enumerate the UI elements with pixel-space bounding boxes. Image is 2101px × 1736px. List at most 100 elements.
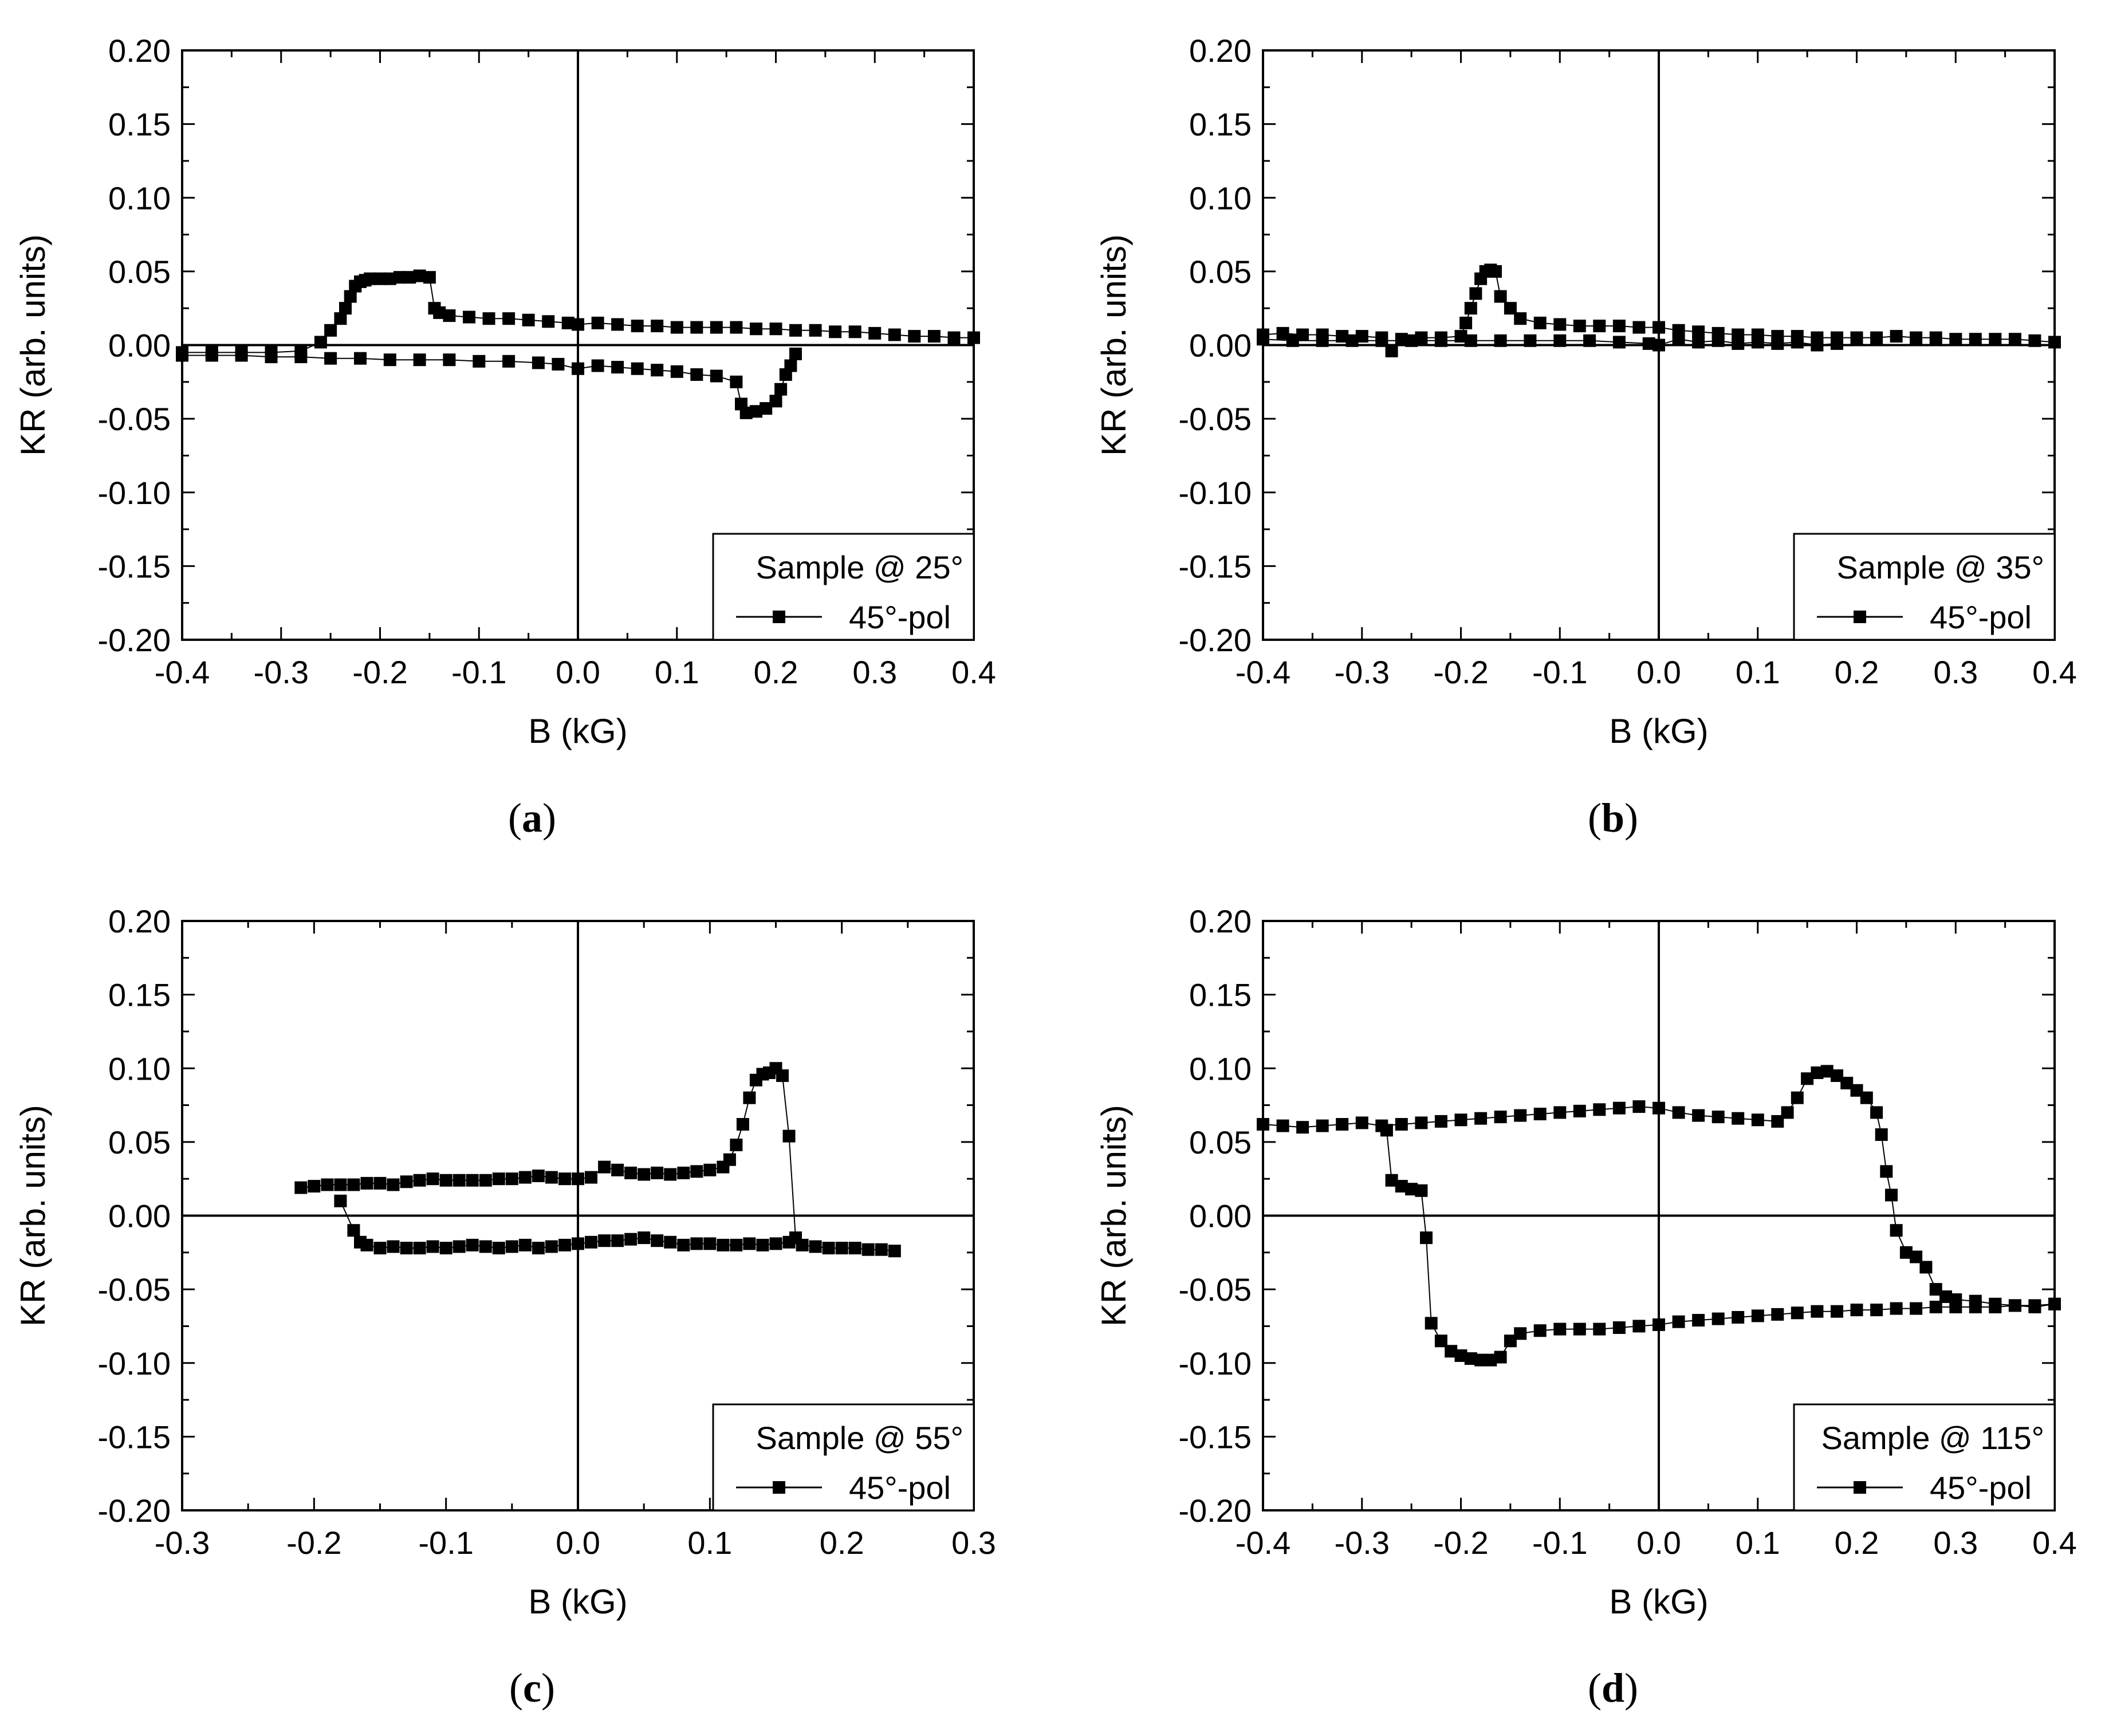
data-point xyxy=(561,316,575,329)
data-point xyxy=(690,1165,703,1178)
data-point xyxy=(585,1235,597,1249)
y-axis-label: KR (arb. units) xyxy=(1095,1105,1133,1326)
y-tick-label: -0.15 xyxy=(97,1419,171,1455)
legend-title: Sample @ 25° xyxy=(756,549,963,585)
data-point xyxy=(347,1224,360,1237)
y-tick-label: 0.05 xyxy=(108,254,171,290)
y-tick-label: -0.10 xyxy=(1178,475,1252,511)
data-point xyxy=(664,1168,677,1181)
data-point xyxy=(205,349,218,362)
data-point xyxy=(2028,334,2041,347)
data-point xyxy=(651,320,664,333)
data-point xyxy=(558,1172,571,1186)
data-point xyxy=(492,1172,505,1186)
data-point xyxy=(1870,1106,1883,1119)
data-point xyxy=(710,321,723,334)
data-point xyxy=(1949,1301,1962,1313)
data-point xyxy=(334,312,347,325)
legend-entry: 45°-pol xyxy=(849,1470,951,1506)
data-point xyxy=(585,1171,597,1184)
data-point xyxy=(1494,1351,1507,1364)
data-point xyxy=(439,1242,453,1255)
data-point xyxy=(1612,320,1626,333)
data-point xyxy=(463,310,475,324)
data-point xyxy=(542,315,555,328)
data-point xyxy=(552,357,565,371)
y-tick-label: 0.05 xyxy=(1189,254,1252,290)
data-point xyxy=(1885,1188,1898,1202)
data-point xyxy=(638,1231,651,1245)
data-point xyxy=(1831,1305,1843,1318)
x-tick-label: -0.3 xyxy=(1335,1525,1390,1561)
data-point xyxy=(1929,1301,1942,1313)
data-point xyxy=(1573,1104,1586,1117)
data-point xyxy=(1553,334,1567,347)
data-point xyxy=(334,1194,347,1207)
y-tick-label: 0.20 xyxy=(1189,903,1252,939)
data-point xyxy=(1434,334,1447,347)
data-point xyxy=(1751,1309,1764,1322)
x-tick-label: -0.2 xyxy=(352,654,408,690)
data-point xyxy=(1989,1301,2002,1313)
caption-paren-close: ) xyxy=(1624,1665,1638,1711)
y-tick-label: -0.15 xyxy=(1178,1419,1252,1455)
data-point xyxy=(1593,1322,1606,1336)
data-point xyxy=(710,369,723,383)
data-point xyxy=(789,347,802,360)
legend-entry: 45°-pol xyxy=(1930,599,2032,635)
x-axis-label: B (kG) xyxy=(1609,1583,1708,1621)
data-point xyxy=(1385,1174,1398,1187)
x-tick-label: 0.2 xyxy=(1835,654,1879,690)
y-tick-label: -0.05 xyxy=(1178,1272,1252,1308)
data-point xyxy=(387,1178,400,1191)
data-point xyxy=(1573,320,1586,333)
x-tick-label: 0.1 xyxy=(687,1525,732,1561)
data-point xyxy=(690,368,703,381)
data-point xyxy=(1504,1335,1517,1348)
data-point xyxy=(760,402,773,415)
data-point xyxy=(723,1153,736,1166)
data-point xyxy=(1890,1302,1903,1315)
data-point xyxy=(730,321,743,334)
data-point xyxy=(1989,333,2002,346)
data-point xyxy=(1385,344,1398,357)
data-point xyxy=(453,1174,466,1187)
x-tick-label: 0.0 xyxy=(1636,654,1681,690)
caption-letter: a xyxy=(522,795,542,841)
data-point xyxy=(829,325,842,338)
data-point xyxy=(730,1139,743,1151)
data-point xyxy=(1692,1314,1705,1327)
caption-paren-open: ( xyxy=(509,1665,523,1711)
data-point xyxy=(572,318,584,331)
data-point xyxy=(344,290,357,303)
data-point xyxy=(1831,1069,1843,1082)
legend-title: Sample @ 35° xyxy=(1836,549,2044,585)
data-point xyxy=(1405,1183,1418,1196)
y-tick-label: 0.00 xyxy=(1189,1198,1252,1234)
chart-panel-b: -0.4 -0.3 -0.2 -0.1 0.0 0.1 0.2 0.3 0.4 -0.20 -0.1… xyxy=(1095,33,2077,841)
data-point xyxy=(861,1243,875,1256)
data-point xyxy=(433,306,446,319)
y-tick-label: -0.05 xyxy=(97,401,171,437)
y-tick-label: 0.10 xyxy=(1189,1050,1252,1087)
data-point xyxy=(1890,1224,1903,1237)
data-point xyxy=(545,1240,558,1253)
data-point xyxy=(1732,1112,1745,1125)
legend-marker xyxy=(1854,1481,1866,1494)
y-tick-label: -0.20 xyxy=(1178,1493,1252,1529)
y-tick-label: -0.20 xyxy=(97,622,171,658)
data-point xyxy=(482,312,495,325)
data-point xyxy=(1949,333,1962,346)
y-axis-label: KR (arb. units) xyxy=(14,1105,52,1326)
legend-box xyxy=(712,1403,975,1511)
data-point xyxy=(743,1091,756,1104)
y-tick-label: 0.20 xyxy=(108,903,171,939)
x-tick-label: 0.4 xyxy=(2032,654,2077,690)
panel-caption: (b) xyxy=(1588,795,1638,841)
data-point xyxy=(664,1235,677,1249)
data-point xyxy=(677,1166,690,1179)
y-axis-label: KR (arb. units) xyxy=(14,234,52,456)
data-point xyxy=(400,1175,413,1188)
x-tick-label: 0.2 xyxy=(820,1525,864,1561)
data-point xyxy=(479,1174,492,1187)
